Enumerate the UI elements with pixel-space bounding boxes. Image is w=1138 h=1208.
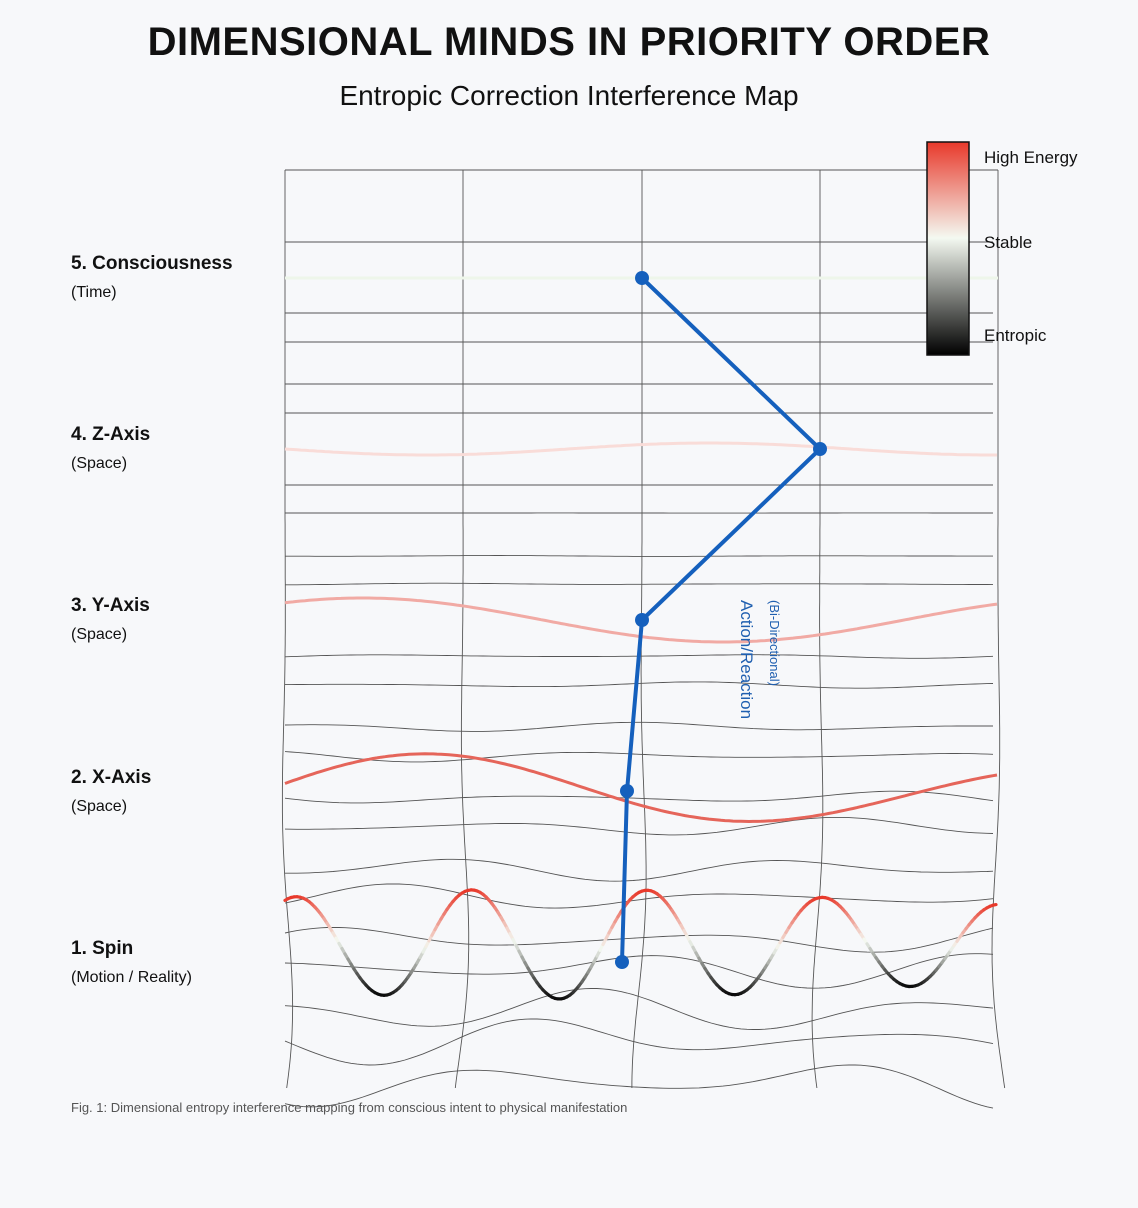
grid-line-horizontal bbox=[284, 1064, 994, 1109]
row-name: 4. Z-Axis bbox=[71, 424, 151, 445]
diagram-title: DIMENSIONAL MINDS IN PRIORITY ORDER bbox=[147, 20, 991, 64]
diagram-subtitle: Entropic Correction Interference Map bbox=[339, 80, 799, 111]
legend-entropic-label: Entropic bbox=[984, 326, 1047, 345]
grid-line-horizontal bbox=[285, 858, 994, 882]
grid-line-horizontal bbox=[284, 1018, 994, 1066]
row-sub: (Motion / Reality) bbox=[71, 969, 192, 986]
grid-line-horizontal bbox=[284, 988, 994, 1030]
intent-path-line bbox=[620, 276, 822, 963]
intent-path-node bbox=[615, 955, 629, 969]
grid-line-horizontal bbox=[285, 555, 993, 557]
grid-line-horizontal bbox=[284, 751, 994, 763]
row-name: 2. X-Axis bbox=[71, 767, 152, 788]
grid-line-horizontal bbox=[285, 681, 994, 689]
figure-caption: Fig. 1: Dimensional entropy interference… bbox=[71, 1100, 628, 1115]
wave-z-axis bbox=[284, 441, 997, 457]
intent-path-node bbox=[813, 442, 827, 456]
row-label-z-axis: 4. Z-Axis (Space) bbox=[71, 424, 150, 473]
row-label-x-axis: 2. X-Axis (Space) bbox=[71, 767, 151, 816]
grid-line-vertical bbox=[991, 170, 1006, 1089]
grid-line-vertical bbox=[454, 170, 470, 1089]
row-name: 3. Y-Axis bbox=[71, 595, 150, 616]
wave-spin-segment bbox=[991, 902, 998, 907]
grid-line-horizontal bbox=[284, 721, 993, 732]
row-label-y-axis: 3. Y-Axis (Space) bbox=[71, 595, 150, 644]
grid-line-horizontal bbox=[284, 816, 994, 836]
row-label-consciousness: 5. Consciousness (Time) bbox=[71, 253, 233, 302]
legend-stable-label: Stable bbox=[984, 233, 1032, 252]
row-label-spin: 1. Spin (Motion / Reality) bbox=[71, 938, 192, 987]
grid-line-horizontal bbox=[284, 953, 994, 989]
grid-line-horizontal bbox=[285, 582, 994, 586]
intent-path-node bbox=[635, 271, 649, 285]
row-name: 1. Spin bbox=[71, 938, 134, 959]
row-sub: (Space) bbox=[71, 455, 128, 472]
row-sub: (Time) bbox=[71, 284, 117, 301]
grid-line-horizontal bbox=[284, 790, 994, 804]
row-name: 5. Consciousness bbox=[71, 253, 233, 274]
grid-line-horizontal bbox=[284, 883, 994, 909]
action-reaction-label: Action/Reaction bbox=[737, 600, 756, 719]
legend-high-label: High Energy bbox=[984, 148, 1078, 167]
row-waves bbox=[283, 276, 998, 1001]
grid-line-vertical bbox=[281, 170, 294, 1089]
intent-path-node bbox=[620, 784, 634, 798]
grid-line-horizontal bbox=[284, 926, 994, 953]
bi-directional-label: (Bi-Directional) bbox=[767, 600, 782, 686]
legend-color-bar bbox=[926, 141, 970, 356]
grid-lines bbox=[281, 169, 1006, 1109]
grid-line-vertical bbox=[811, 170, 824, 1089]
wave-x-axis bbox=[284, 752, 998, 824]
row-sub: (Space) bbox=[71, 626, 128, 643]
grid-line-vertical bbox=[631, 170, 647, 1088]
energy-legend: High Energy Stable Entropic bbox=[926, 141, 1078, 356]
intent-path bbox=[615, 271, 827, 969]
row-sub: (Space) bbox=[71, 798, 128, 815]
intent-path-node bbox=[635, 613, 649, 627]
